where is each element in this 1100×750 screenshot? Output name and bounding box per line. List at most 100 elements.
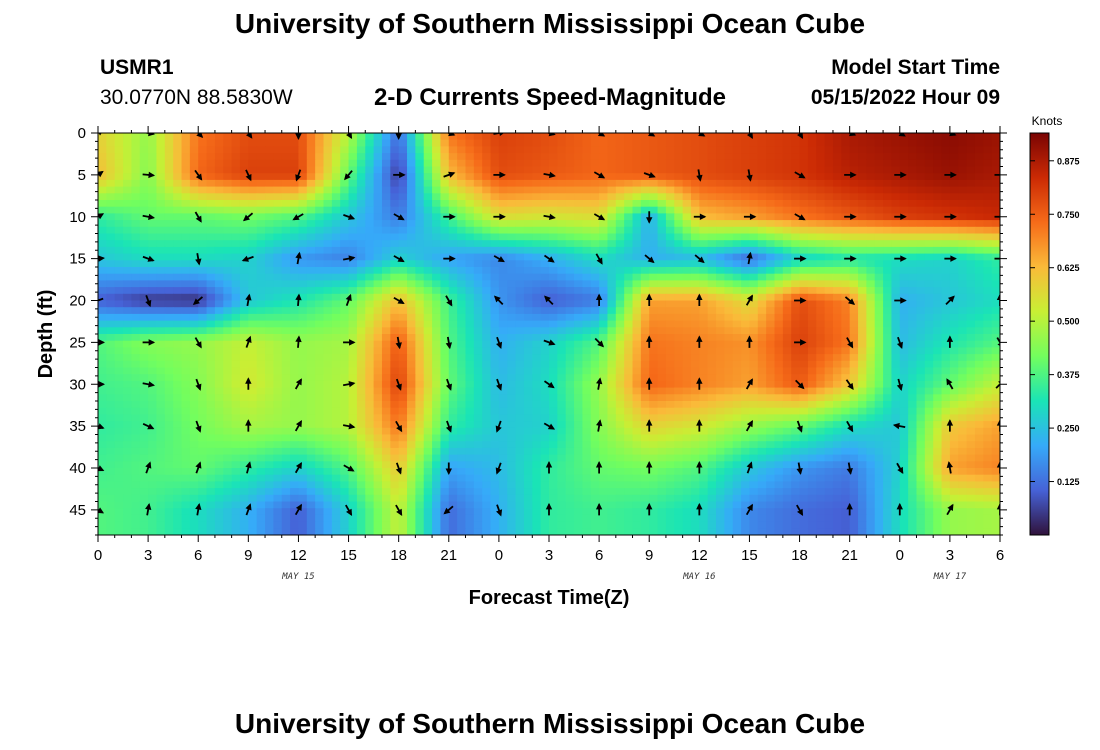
heatmap-cell xyxy=(949,327,959,335)
heatmap-cell xyxy=(690,173,700,181)
heatmap-cell xyxy=(924,133,934,141)
heatmap-cell xyxy=(256,253,266,261)
heatmap-cell xyxy=(799,179,809,188)
heatmap-cell xyxy=(716,347,725,355)
heatmap-cell xyxy=(699,327,709,335)
heatmap-cell xyxy=(883,421,893,429)
heatmap-cell xyxy=(557,394,567,402)
heatmap-cell xyxy=(114,233,124,241)
heatmap-cell xyxy=(248,360,258,369)
heatmap-cell xyxy=(590,273,600,281)
heatmap-cell xyxy=(465,246,475,255)
heatmap-cell xyxy=(707,427,717,436)
heatmap-cell xyxy=(214,273,224,281)
heatmap-cell xyxy=(365,327,375,335)
heatmap-cell xyxy=(732,307,742,315)
heatmap-cell xyxy=(198,414,208,422)
heatmap-cell xyxy=(348,226,358,235)
heatmap-cell xyxy=(323,374,333,382)
heatmap-cell xyxy=(607,273,617,281)
heatmap-cell xyxy=(632,146,642,154)
heatmap-cell xyxy=(156,287,166,295)
heatmap-cell xyxy=(156,387,166,395)
heatmap-cell xyxy=(306,313,316,322)
heatmap-cell xyxy=(139,360,149,369)
heatmap-cell xyxy=(123,193,133,201)
heatmap-cell xyxy=(849,380,859,389)
heatmap-cell xyxy=(757,139,767,147)
heatmap-cell xyxy=(390,179,400,188)
heatmap-cell xyxy=(532,253,542,261)
heatmap-cell xyxy=(690,226,700,235)
heatmap-cell xyxy=(816,287,826,295)
heatmap-cell xyxy=(164,300,174,308)
heatmap-cell xyxy=(741,327,751,335)
heatmap-cell xyxy=(832,401,842,409)
heatmap-cell xyxy=(223,206,233,214)
heatmap-cell xyxy=(916,374,926,382)
heatmap-cell xyxy=(807,220,817,228)
heatmap-cell xyxy=(373,179,383,188)
heatmap-cell xyxy=(298,327,308,335)
heatmap-cell xyxy=(365,394,375,402)
heatmap-cell xyxy=(690,159,700,168)
station-coordinates: 30.0770N 88.5830W xyxy=(100,86,293,109)
heatmap-cell xyxy=(189,253,199,261)
heatmap-cell xyxy=(807,434,817,442)
heatmap-cell xyxy=(507,159,517,168)
heatmap-cell xyxy=(365,300,375,308)
heatmap-cell xyxy=(615,246,625,255)
heatmap-cell xyxy=(423,427,433,436)
heatmap-cell xyxy=(624,320,634,328)
heatmap-cell xyxy=(624,253,634,261)
heatmap-cell xyxy=(640,233,650,241)
heatmap-cell xyxy=(615,206,625,214)
heatmap-cell xyxy=(239,287,249,295)
heatmap-cell xyxy=(908,307,918,315)
heatmap-cell xyxy=(933,354,943,362)
heatmap-cell xyxy=(290,300,300,308)
heatmap-cell xyxy=(231,387,241,395)
heatmap-cell xyxy=(482,186,492,194)
heatmap-cell xyxy=(899,307,909,315)
heatmap-cell xyxy=(883,146,893,154)
heatmap-cell xyxy=(348,193,358,201)
heatmap-cell xyxy=(757,407,767,415)
heatmap-cell xyxy=(248,200,258,208)
heatmap-cell xyxy=(473,287,483,295)
heatmap-cell xyxy=(916,293,926,302)
heatmap-cell xyxy=(599,401,609,409)
heatmap-cell xyxy=(966,186,976,194)
heatmap-cell xyxy=(799,287,809,295)
heatmap-cell xyxy=(348,307,358,315)
heatmap-cell xyxy=(465,414,475,422)
heatmap-cell xyxy=(265,387,274,395)
heatmap-cell xyxy=(624,153,634,161)
heatmap-cell xyxy=(398,354,408,362)
heatmap-cell xyxy=(265,173,274,181)
heatmap-cell xyxy=(398,334,408,342)
heatmap-cell xyxy=(858,240,867,248)
heatmap-cell xyxy=(523,380,533,389)
heatmap-cell xyxy=(774,153,784,161)
heatmap-cell xyxy=(682,300,692,308)
heatmap-cell xyxy=(381,240,391,248)
heatmap-cell xyxy=(231,340,241,348)
heatmap-cell xyxy=(582,246,592,255)
heatmap-cell xyxy=(248,133,258,141)
heatmap-cell xyxy=(356,293,366,302)
heatmap-cell xyxy=(941,334,951,342)
heatmap-cell xyxy=(724,233,734,241)
heatmap-cell xyxy=(265,340,274,348)
heatmap-cell xyxy=(707,220,717,228)
heatmap-cell xyxy=(248,173,258,181)
heatmap-cell xyxy=(532,139,542,147)
heatmap-cell xyxy=(607,200,617,208)
heatmap-cell xyxy=(874,300,884,308)
heatmap-cell xyxy=(908,206,918,214)
heatmap-cell xyxy=(665,253,675,261)
heatmap-cell xyxy=(807,166,817,174)
heatmap-cell xyxy=(273,367,283,375)
heatmap-cell xyxy=(807,307,817,315)
heatmap-cell xyxy=(849,260,859,268)
